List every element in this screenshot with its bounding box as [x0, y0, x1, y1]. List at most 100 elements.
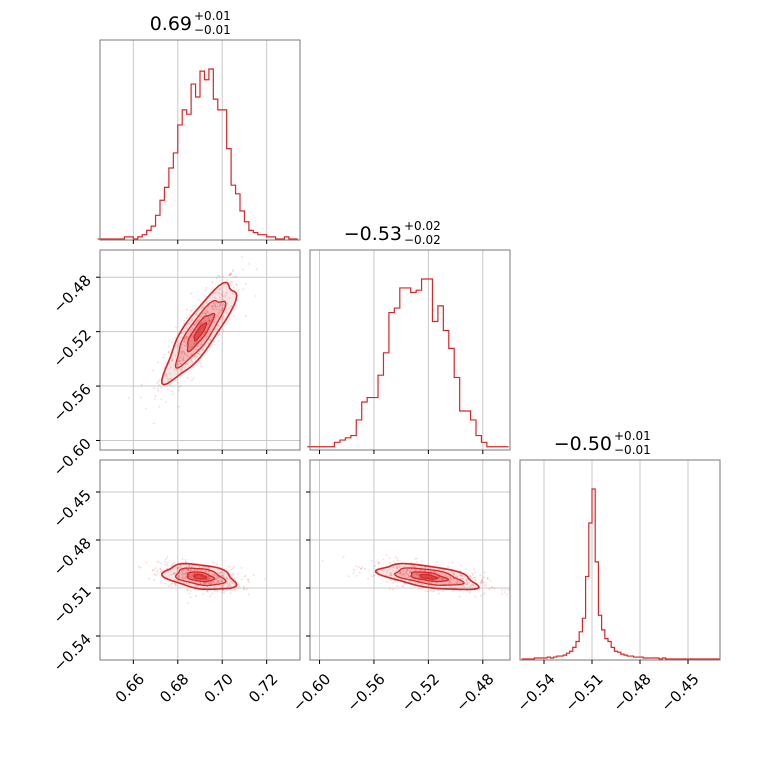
- sample-point: [231, 582, 234, 585]
- sample-point: [167, 379, 170, 382]
- sample-point: [206, 336, 208, 338]
- sample-point: [195, 312, 198, 315]
- sample-point: [185, 561, 188, 563]
- sample-point: [233, 566, 236, 568]
- sample-point: [508, 589, 510, 591]
- sample-point: [216, 580, 219, 582]
- sample-point: [188, 574, 191, 577]
- sample-point: [240, 578, 243, 581]
- sample-point: [474, 579, 477, 581]
- sample-point: [185, 341, 188, 344]
- scatter-panel-1: 0.66 0.68 0.70 0.72 −0.54−0.51−0.48−0.45: [50, 459, 301, 706]
- sample-point: [190, 292, 193, 295]
- sample-point: [190, 329, 192, 331]
- sample-point: [395, 566, 398, 569]
- sample-point: [398, 564, 400, 567]
- sample-point: [225, 312, 228, 315]
- sample-point: [176, 569, 179, 571]
- sample-point: [206, 302, 208, 304]
- sample-point: [153, 387, 156, 390]
- sample-point: [355, 565, 357, 567]
- sample-point: [415, 573, 418, 576]
- sample-point: [219, 287, 222, 290]
- sample-point: [214, 573, 217, 576]
- sample-point: [207, 577, 210, 580]
- sample-point: [196, 352, 199, 355]
- histogram-panel-1: −0.53 +0.02−0.02: [307, 219, 511, 454]
- sample-point: [406, 570, 408, 572]
- sample-point: [411, 564, 413, 567]
- sample-point: [228, 274, 230, 276]
- panel-frame: [99, 39, 301, 241]
- sample-point: [428, 584, 430, 587]
- sample-point: [195, 321, 198, 324]
- sample-point: [223, 592, 225, 594]
- sample-point: [204, 582, 207, 585]
- sample-point: [217, 576, 220, 579]
- sample-point: [399, 572, 401, 575]
- sample-point: [397, 577, 400, 580]
- sample-point: [212, 305, 214, 308]
- sample-point: [229, 273, 232, 276]
- sample-point: [205, 582, 208, 585]
- sample-point: [181, 369, 184, 372]
- sample-point: [186, 355, 189, 357]
- sample-point: [388, 574, 391, 577]
- sample-point: [186, 335, 189, 338]
- sample-point: [189, 576, 192, 578]
- sample-point: [167, 389, 169, 391]
- panel-frame: [309, 249, 511, 451]
- sample-point: [444, 575, 447, 578]
- sample-point: [178, 574, 180, 577]
- sample-point: [200, 336, 202, 339]
- sample-point: [214, 291, 217, 294]
- sample-point: [229, 272, 232, 275]
- density-contour-4: [193, 573, 208, 580]
- sample-point: [171, 341, 173, 344]
- sample-point: [245, 314, 247, 317]
- sample-point: [209, 581, 211, 584]
- sample-point: [190, 574, 193, 577]
- sample-point: [455, 581, 458, 584]
- sample-point: [198, 565, 201, 568]
- sample-point: [197, 345, 200, 347]
- sample-point: [222, 574, 224, 577]
- sample-point: [240, 256, 243, 258]
- sample-point: [208, 582, 210, 585]
- sample-point: [190, 580, 193, 583]
- sample-point: [217, 324, 220, 327]
- sample-point: [153, 579, 156, 581]
- sample-point: [177, 344, 179, 347]
- sample-point: [166, 567, 168, 570]
- sample-point: [453, 573, 455, 576]
- sample-point: [161, 569, 164, 571]
- sample-point: [474, 595, 477, 598]
- sample-point: [364, 568, 366, 570]
- sample-point: [416, 574, 419, 577]
- sample-point: [220, 293, 223, 296]
- sample-point: [198, 324, 201, 327]
- sample-point: [405, 571, 408, 574]
- sample-point: [455, 582, 458, 585]
- sample-point: [181, 358, 184, 360]
- sample-point: [390, 574, 393, 577]
- sample-point: [187, 322, 190, 324]
- sample-point: [229, 584, 231, 587]
- sample-point: [196, 569, 199, 572]
- sample-point: [205, 338, 208, 340]
- sample-point: [461, 574, 463, 576]
- sample-point: [388, 562, 391, 564]
- sample-point: [218, 275, 221, 278]
- sample-point: [212, 301, 215, 304]
- sample-point: [200, 365, 203, 367]
- sample-point: [433, 590, 435, 593]
- scatter-panel-2: −0.60 −0.56 −0.52 −0.48: [289, 459, 511, 715]
- sample-point: [211, 281, 214, 283]
- sample-point: [179, 385, 182, 387]
- sample-point: [208, 320, 211, 323]
- sample-point: [199, 581, 202, 584]
- sample-point: [170, 565, 173, 567]
- sample-point: [182, 350, 185, 353]
- sample-point: [415, 582, 418, 585]
- sample-point: [414, 565, 417, 568]
